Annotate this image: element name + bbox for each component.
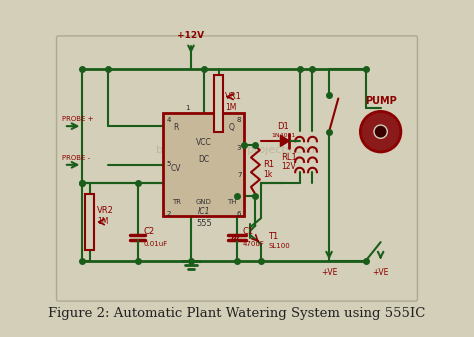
Text: Figure 2: Automatic Plant Watering System using 555IC: Figure 2: Automatic Plant Watering Syste… — [48, 307, 426, 320]
Text: TR: TR — [172, 198, 181, 205]
FancyBboxPatch shape — [56, 36, 418, 301]
Text: PUMP: PUMP — [365, 96, 396, 106]
Text: T1: T1 — [268, 232, 279, 241]
Text: PROBE +: PROBE + — [62, 117, 93, 122]
Bar — [214, 74, 223, 132]
Text: 2: 2 — [166, 211, 171, 217]
Text: 6: 6 — [237, 211, 241, 217]
Text: 7: 7 — [237, 172, 241, 178]
Text: CV: CV — [171, 164, 182, 173]
Text: Q: Q — [228, 123, 235, 132]
Text: 4: 4 — [166, 117, 171, 123]
Bar — [164, 113, 245, 216]
Polygon shape — [281, 135, 289, 146]
Text: VR2: VR2 — [97, 206, 114, 215]
Text: R1: R1 — [263, 160, 274, 169]
Text: D1: D1 — [277, 122, 289, 130]
Text: RL1: RL1 — [281, 153, 297, 162]
Text: 5: 5 — [166, 161, 171, 167]
Circle shape — [360, 112, 401, 152]
Text: C1: C1 — [243, 226, 254, 236]
Text: 12V: 12V — [281, 162, 296, 171]
Text: DC: DC — [198, 155, 210, 164]
Text: R: R — [173, 123, 179, 132]
Text: VCC: VCC — [196, 138, 212, 147]
Text: 1M: 1M — [97, 217, 109, 226]
Text: 555: 555 — [196, 219, 212, 228]
Text: TH: TH — [227, 198, 236, 205]
Text: +VE: +VE — [321, 268, 337, 277]
Text: C2: C2 — [143, 226, 154, 236]
Text: SL100: SL100 — [268, 243, 290, 249]
Text: 1k: 1k — [263, 170, 272, 179]
Text: IC1: IC1 — [198, 208, 210, 216]
Text: 0.01uF: 0.01uF — [143, 241, 167, 247]
Text: PROBE -: PROBE - — [62, 155, 90, 161]
Text: 1N4001: 1N4001 — [271, 133, 295, 138]
Text: 1: 1 — [185, 105, 190, 112]
Text: bestengineeringprojects.com: bestengineeringprojects.com — [155, 145, 319, 155]
Text: GND: GND — [196, 198, 212, 205]
Text: VR1: VR1 — [225, 92, 242, 101]
Circle shape — [374, 125, 387, 138]
Text: +VE: +VE — [373, 268, 389, 277]
Text: 8: 8 — [237, 117, 241, 123]
Text: 3: 3 — [237, 145, 241, 151]
Bar — [85, 194, 94, 249]
Text: 1M: 1M — [225, 103, 237, 112]
Text: +12V: +12V — [177, 31, 204, 40]
Text: 470uF: 470uF — [243, 241, 264, 247]
